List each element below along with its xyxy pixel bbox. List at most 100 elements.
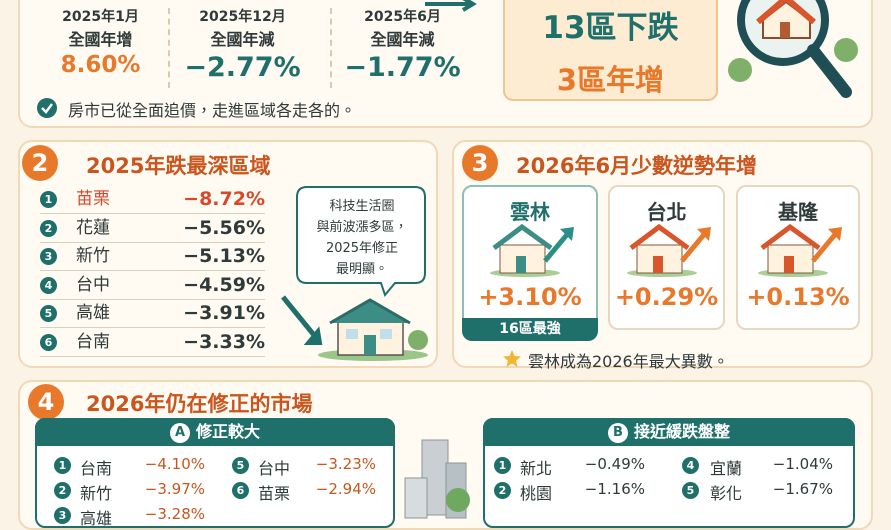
stat-value: −2.77% bbox=[184, 52, 301, 83]
region-name: 新竹 bbox=[80, 484, 113, 503]
region-name: 台北 bbox=[646, 200, 687, 224]
divider bbox=[330, 8, 332, 88]
summary-note: 房市已從全面追價，走進區域各走各的。 bbox=[68, 101, 357, 120]
divider bbox=[168, 8, 170, 88]
region-name: 基隆 bbox=[778, 200, 818, 224]
section-number: 4 bbox=[28, 384, 64, 420]
buildings-illustration bbox=[404, 439, 470, 519]
rank-badge: 1 bbox=[40, 191, 57, 208]
group-header: B 接近緩跌盤整 bbox=[483, 418, 855, 446]
group-letter: B bbox=[607, 423, 628, 443]
region-name: 台南 bbox=[80, 459, 113, 478]
rank-badge: 2 bbox=[54, 482, 71, 499]
badge: 16區最強 bbox=[462, 318, 598, 341]
box-line: 3區年增 bbox=[556, 63, 665, 97]
change-value: −1.16% bbox=[584, 480, 645, 498]
change-value: −4.59% bbox=[183, 273, 265, 296]
rank-badge: 6 bbox=[40, 333, 57, 351]
stat-date: 2025年1月 bbox=[62, 9, 139, 25]
rank-badge: 4 bbox=[40, 276, 57, 294]
region-name: 台中 bbox=[76, 274, 110, 295]
magnifier-illustration bbox=[728, 0, 858, 98]
ranking-row: 2 花蓮 −5.56% bbox=[40, 215, 265, 243]
rank-badge: 5 bbox=[682, 482, 699, 499]
region-name: 新北 bbox=[520, 459, 553, 478]
stat-value: 8.60% bbox=[60, 52, 141, 78]
arrow-icon bbox=[425, 0, 477, 12]
section-number: 2 bbox=[22, 145, 58, 181]
stat-label: 全國年減 bbox=[210, 30, 275, 49]
change-value: +0.13% bbox=[746, 283, 850, 311]
group-title: 接近緩跌盤整 bbox=[633, 422, 730, 441]
group-letter: A bbox=[169, 423, 190, 443]
rank-badge: 4 bbox=[682, 457, 699, 474]
section-number: 3 bbox=[462, 145, 498, 181]
ranking-row: 6 台南 −3.33% bbox=[40, 329, 265, 357]
ranking-row: 4 台中 −4.59% bbox=[40, 272, 265, 300]
rank-badge: 1 bbox=[54, 457, 71, 474]
change-value: −5.13% bbox=[183, 245, 265, 267]
bubble-line: 最明顯。 bbox=[335, 262, 388, 277]
stat-value: −1.77% bbox=[344, 52, 461, 83]
region-name: 苗栗 bbox=[258, 484, 291, 503]
region-name: 高雄 bbox=[76, 303, 110, 323]
change-value: −3.91% bbox=[183, 302, 265, 324]
group-title: 修正較大 bbox=[195, 422, 260, 441]
change-value: −4.10% bbox=[144, 455, 205, 473]
section-title: 2026年仍在修正的市場 bbox=[86, 392, 313, 416]
region-name: 桃園 bbox=[520, 484, 553, 503]
ranking-row: 3 新竹 −5.13% bbox=[40, 243, 265, 271]
speech-bubble bbox=[296, 186, 426, 298]
region-name: 台南 bbox=[76, 331, 110, 352]
rank-badge: 3 bbox=[54, 507, 71, 524]
region-name: 苗栗 bbox=[76, 189, 110, 209]
bubble-line: 科技生活圈 bbox=[329, 199, 395, 214]
region-name: 高雄 bbox=[80, 509, 113, 528]
region-name: 新竹 bbox=[76, 246, 110, 266]
box-line: 13區下跌 bbox=[542, 10, 679, 46]
rank-badge: 2 bbox=[40, 219, 57, 237]
rank-badge: 3 bbox=[40, 248, 57, 265]
rank-badge: 2 bbox=[494, 482, 511, 499]
star-icon bbox=[503, 350, 521, 367]
region-name: 台中 bbox=[258, 459, 291, 478]
ranking-row: 1 苗栗 −8.72% bbox=[40, 186, 265, 214]
house-icon bbox=[758, 223, 842, 277]
bubble-line: 與前波漲多區， bbox=[316, 220, 408, 235]
change-value: +3.10% bbox=[478, 283, 582, 311]
section-note: 雲林成為2026年最大異數。 bbox=[528, 352, 729, 371]
region-name: 宜蘭 bbox=[710, 459, 743, 478]
house-illustration bbox=[281, 295, 428, 361]
change-value: −2.94% bbox=[315, 480, 376, 498]
change-value: −3.23% bbox=[315, 455, 376, 473]
group-header: A 修正較大 bbox=[35, 418, 395, 446]
stat-label: 全國年減 bbox=[370, 30, 435, 49]
region-name: 彰化 bbox=[710, 484, 743, 503]
change-value: −3.97% bbox=[144, 480, 205, 498]
summary-box bbox=[503, 0, 718, 101]
region-name: 雲林 bbox=[510, 200, 550, 224]
change-value: −3.33% bbox=[183, 330, 265, 353]
rank-badge: 1 bbox=[494, 457, 511, 474]
check-icon bbox=[37, 98, 57, 118]
house-icon bbox=[626, 223, 711, 277]
change-value: −0.49% bbox=[584, 455, 645, 473]
rank-badge: 5 bbox=[40, 305, 57, 322]
stat-date: 2025年6月 bbox=[364, 9, 441, 25]
section-title: 2026年6月少數逆勢年增 bbox=[516, 154, 758, 178]
stat-label: 全國年增 bbox=[68, 30, 133, 49]
change-value: −1.67% bbox=[772, 480, 833, 498]
change-value: −5.56% bbox=[183, 216, 265, 239]
change-value: +0.29% bbox=[614, 283, 719, 311]
change-value: −8.72% bbox=[183, 188, 265, 210]
rank-badge: 6 bbox=[232, 482, 249, 499]
page: 2025年1月 全國年增 8.60% 2025年12月 全國年減 −2.77% 2025年6… bbox=[18, 0, 873, 530]
section-title: 2025年跌最深區域 bbox=[86, 154, 271, 178]
change-value: −1.04% bbox=[772, 455, 833, 473]
region-name: 花蓮 bbox=[76, 217, 110, 238]
rank-badge: 5 bbox=[232, 457, 249, 474]
house-icon bbox=[490, 223, 574, 277]
bubble-text: 科技生活圈 與前波漲多區， 2025年修正 最明顯。 bbox=[297, 196, 427, 280]
stat-date: 2025年12月 bbox=[199, 9, 286, 25]
ranking-row: 5 高雄 −3.91% bbox=[40, 300, 265, 328]
